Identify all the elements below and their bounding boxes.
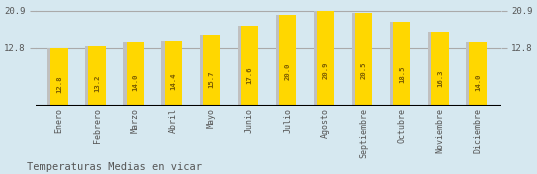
Bar (390, 22, 404, 106)
Bar (124, 42, 138, 106)
Bar (469, 42, 487, 106)
Bar (200, 35, 214, 106)
Bar (428, 32, 442, 106)
Text: Temperaturas Medias en vicar: Temperaturas Medias en vicar (27, 162, 202, 172)
Text: 14.0: 14.0 (132, 73, 138, 91)
Bar (431, 32, 448, 106)
Bar (85, 46, 100, 106)
Bar (352, 13, 366, 106)
Bar (275, 15, 290, 106)
Bar (47, 48, 62, 106)
Bar (393, 22, 410, 106)
Bar (314, 11, 328, 106)
Text: 20.9: 20.9 (323, 61, 329, 79)
Bar (317, 11, 334, 106)
Text: 20.5: 20.5 (361, 62, 367, 80)
Bar (89, 46, 106, 106)
Bar (203, 35, 220, 106)
Bar (466, 42, 481, 106)
Text: 20.0: 20.0 (285, 63, 291, 80)
Text: 16.3: 16.3 (437, 69, 443, 87)
Text: 17.6: 17.6 (246, 67, 252, 85)
Bar (355, 13, 372, 106)
Bar (165, 41, 182, 106)
Text: 12.8: 12.8 (56, 75, 62, 93)
Text: 14.4: 14.4 (170, 73, 176, 90)
Bar (50, 48, 68, 106)
Text: 18.5: 18.5 (399, 65, 405, 83)
Text: 14.0: 14.0 (475, 73, 481, 91)
Bar (279, 15, 296, 106)
Bar (162, 41, 176, 106)
Text: 15.7: 15.7 (208, 70, 214, 88)
Bar (238, 26, 252, 106)
Text: 13.2: 13.2 (94, 75, 100, 92)
Bar (241, 26, 258, 106)
Bar (127, 42, 144, 106)
